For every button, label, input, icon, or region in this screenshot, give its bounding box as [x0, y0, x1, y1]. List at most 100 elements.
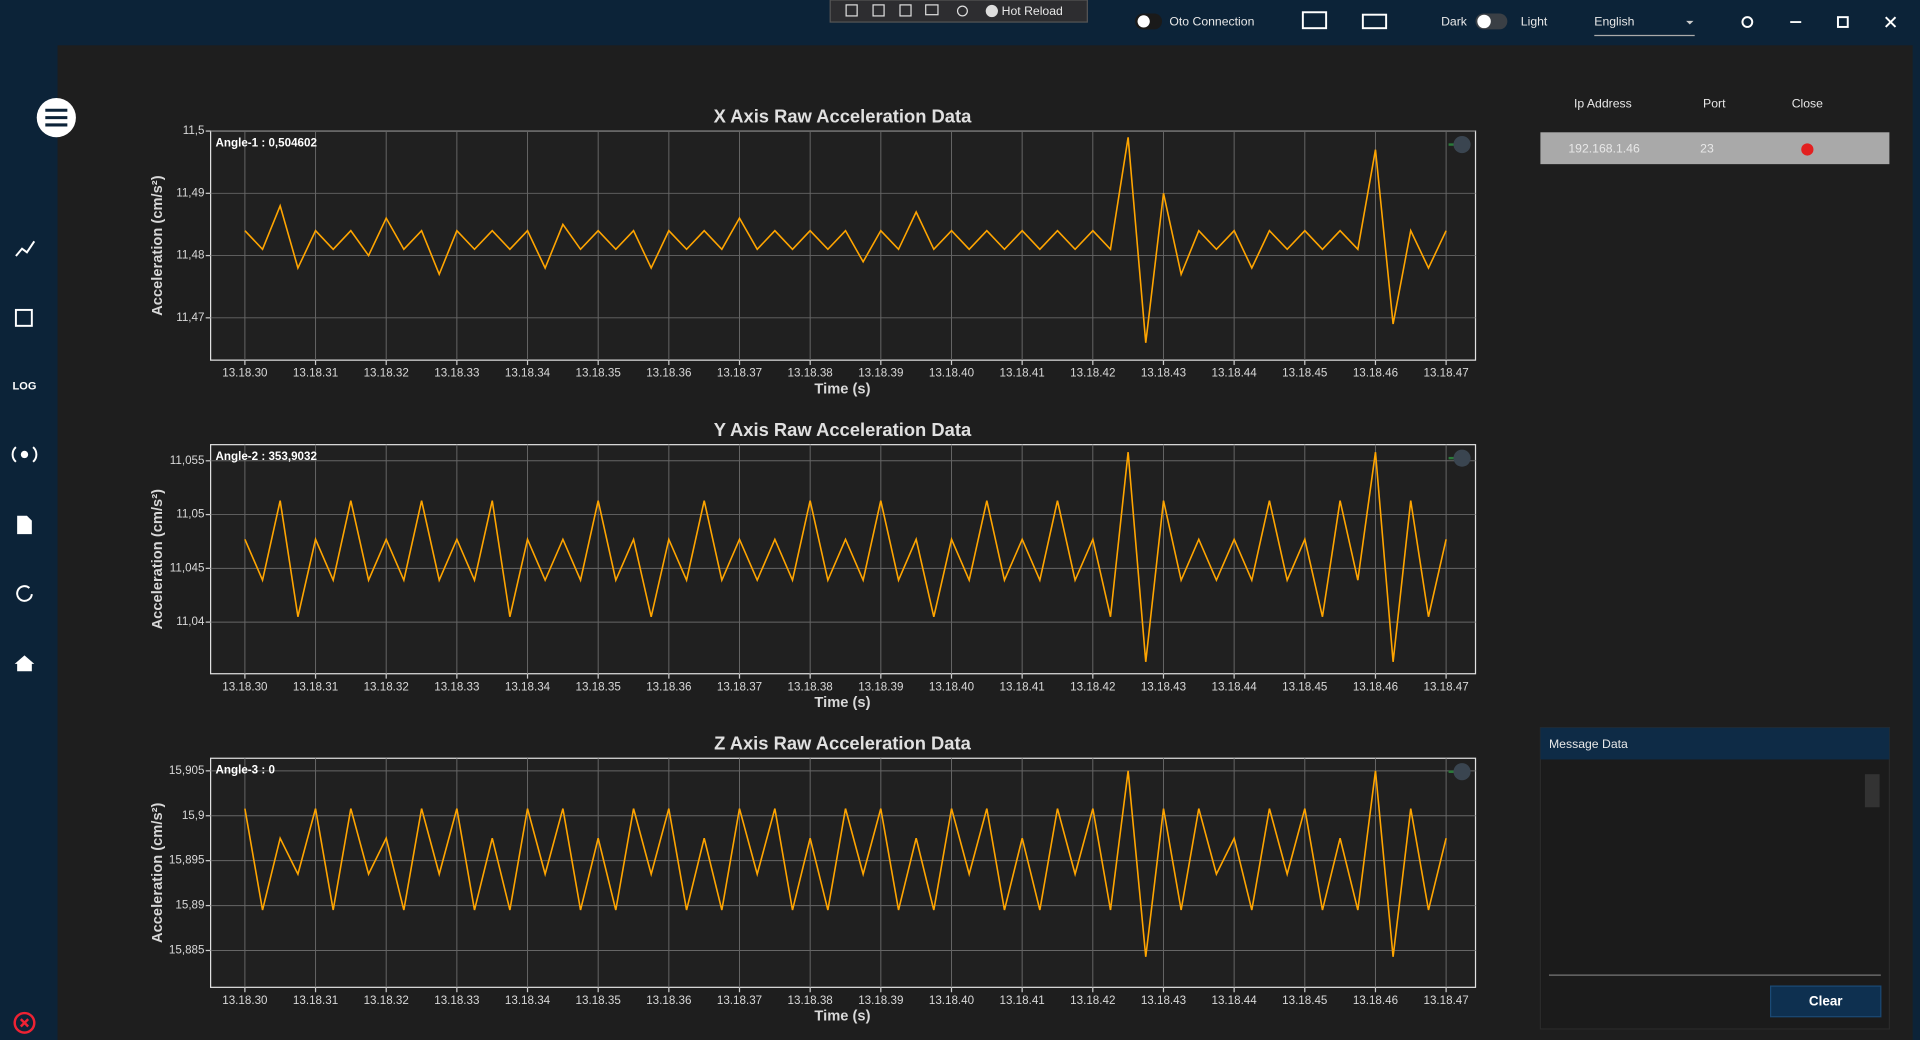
- angle-annotation: Angle-3 : 0: [216, 764, 275, 777]
- status-indicator: [1453, 135, 1471, 154]
- close-connection-button[interactable]: [1801, 143, 1814, 156]
- report-nav[interactable]: [17, 515, 32, 535]
- plot-area: [210, 444, 1477, 675]
- y-tick-label: 15,885: [169, 944, 205, 957]
- x-tick-label: 13.18.38: [788, 680, 833, 693]
- dev-toolbar: [829, 0, 1088, 23]
- column-header: Ip Address: [1574, 96, 1632, 110]
- settings-button[interactable]: [1741, 16, 1754, 28]
- monitor-icon[interactable]: [1301, 11, 1328, 30]
- x-tick-label: 13.18.35: [576, 680, 621, 693]
- keyboard-icon[interactable]: [1361, 13, 1388, 30]
- y-axis-label: Acceleration (cm/s²): [150, 802, 166, 943]
- x-tick-label: 13.18.44: [1212, 994, 1258, 1007]
- chart: Z Axis Raw Acceleration Data 13.18.30 13.1…: [150, 733, 1477, 1025]
- x-tick-label: 13.18.41: [1000, 367, 1045, 380]
- x-tick-label: 13.18.42: [1070, 994, 1115, 1007]
- x-tick-label: 13.18.38: [788, 367, 833, 380]
- plot-area: [210, 130, 1477, 361]
- x-tick-label: 13.18.35: [576, 994, 621, 1007]
- history-nav[interactable]: [16, 585, 33, 602]
- x-tick-label: 13.18.30: [222, 994, 268, 1007]
- close-button[interactable]: [1885, 16, 1897, 28]
- x-tick-label: 13.18.33: [434, 367, 479, 380]
- x-tick-label: 13.18.32: [364, 367, 409, 380]
- signal-nav[interactable]: [20, 450, 29, 459]
- x-tick-label: 13.18.31: [293, 994, 338, 1007]
- device-settings-nav[interactable]: [14, 308, 33, 327]
- message-title: Message Data: [1549, 737, 1628, 751]
- x-tick-label: 13.18.38: [788, 994, 833, 1007]
- x-tick-label: 13.18.34: [505, 994, 551, 1007]
- y-tick-label: 11,04: [176, 615, 205, 628]
- x-tick-label: 13.18.34: [505, 680, 551, 693]
- x-tick-label: 13.18.45: [1282, 680, 1327, 693]
- y-axis-label: Acceleration (cm/s²): [150, 489, 166, 630]
- x-tick-label: 13.18.43: [1141, 367, 1186, 380]
- y-tick-label: 11,045: [170, 561, 205, 574]
- y-tick-label: 15,9: [182, 809, 205, 822]
- x-tick-label: 13.18.32: [364, 680, 409, 693]
- x-tick-label: 13.18.39: [858, 994, 903, 1007]
- y-tick-label: 15,89: [175, 899, 204, 912]
- dark-label: Dark: [1441, 14, 1468, 28]
- signal-line: [244, 137, 1447, 343]
- signal-line: [244, 452, 1447, 662]
- home-nav[interactable]: [14, 655, 35, 672]
- log-nav[interactable]: LOG: [13, 380, 37, 392]
- y-tick-label: 15,905: [169, 764, 205, 777]
- x-tick-label: 13.18.42: [1070, 367, 1115, 380]
- angle-annotation: Angle-2 : 353,9032: [216, 450, 317, 463]
- x-tick-label: 13.18.44: [1212, 367, 1258, 380]
- dropdown-arrow: [1686, 20, 1694, 25]
- y-tick-label: 11,49: [176, 186, 204, 199]
- plot-area: [210, 757, 1477, 988]
- x-tick-label: 13.18.47: [1423, 680, 1468, 693]
- x-tick-label: 13.18.33: [434, 680, 479, 693]
- x-tick-label: 13.18.43: [1141, 994, 1186, 1007]
- disconnect-x: [19, 1018, 30, 1028]
- x-tick-label: 13.18.33: [434, 994, 479, 1007]
- y-tick-label: 11,47: [176, 311, 204, 324]
- signal-waves: [11, 446, 38, 463]
- x-tick-label: 13.18.45: [1282, 994, 1327, 1007]
- x-tick-label: 13.18.36: [646, 367, 691, 380]
- x-tick-label: 13.18.36: [646, 994, 691, 1007]
- clear-button[interactable]: [1770, 985, 1882, 1018]
- language-select[interactable]: English: [1594, 14, 1634, 28]
- column-header: Port: [1703, 96, 1726, 110]
- x-tick-label: 13.18.42: [1070, 680, 1115, 693]
- message-header: [1540, 727, 1890, 760]
- status-indicator: [1453, 763, 1471, 781]
- x-tick-label: 13.18.37: [717, 680, 762, 693]
- x-tick-label: 13.18.41: [1000, 680, 1045, 693]
- connection-row[interactable]: [1540, 132, 1890, 165]
- x-tick-label: 13.18.46: [1353, 367, 1398, 380]
- y-axis-label: Acceleration (cm/s²): [150, 175, 166, 316]
- x-tick-label: 13.18.41: [1000, 994, 1045, 1007]
- column-header: Close: [1792, 96, 1823, 110]
- chart: X Axis Raw Acceleration Data 13.18.30 13.1…: [150, 105, 1477, 397]
- chart-nav[interactable]: [15, 240, 36, 257]
- x-tick-label: 13.18.39: [858, 367, 903, 380]
- clear-label: Clear: [1809, 994, 1843, 1009]
- y-tick-label: 11,055: [170, 454, 205, 467]
- x-tick-label: 13.18.39: [858, 680, 903, 693]
- menu-icon: [45, 108, 68, 127]
- x-axis-label: Time (s): [814, 1009, 870, 1025]
- toggle-knob: [1137, 15, 1150, 28]
- y-tick-label: 11,48: [176, 249, 204, 262]
- x-tick-label: 13.18.40: [929, 680, 975, 693]
- restore-button[interactable]: [1836, 16, 1849, 28]
- x-tick-label: 13.18.31: [293, 367, 338, 380]
- x-tick-label: 13.18.47: [1423, 367, 1468, 380]
- x-axis-label: Time (s): [814, 695, 870, 711]
- toggle-knob: [1477, 14, 1491, 29]
- x-tick-label: 13.18.40: [929, 367, 975, 380]
- port-cell: 23: [1700, 142, 1714, 156]
- hot-reload-label[interactable]: Hot Reload: [1002, 4, 1063, 18]
- scrollbar[interactable]: [1864, 774, 1880, 808]
- x-tick-label: 13.18.31: [293, 680, 338, 693]
- y-tick-label: 11,05: [176, 508, 204, 521]
